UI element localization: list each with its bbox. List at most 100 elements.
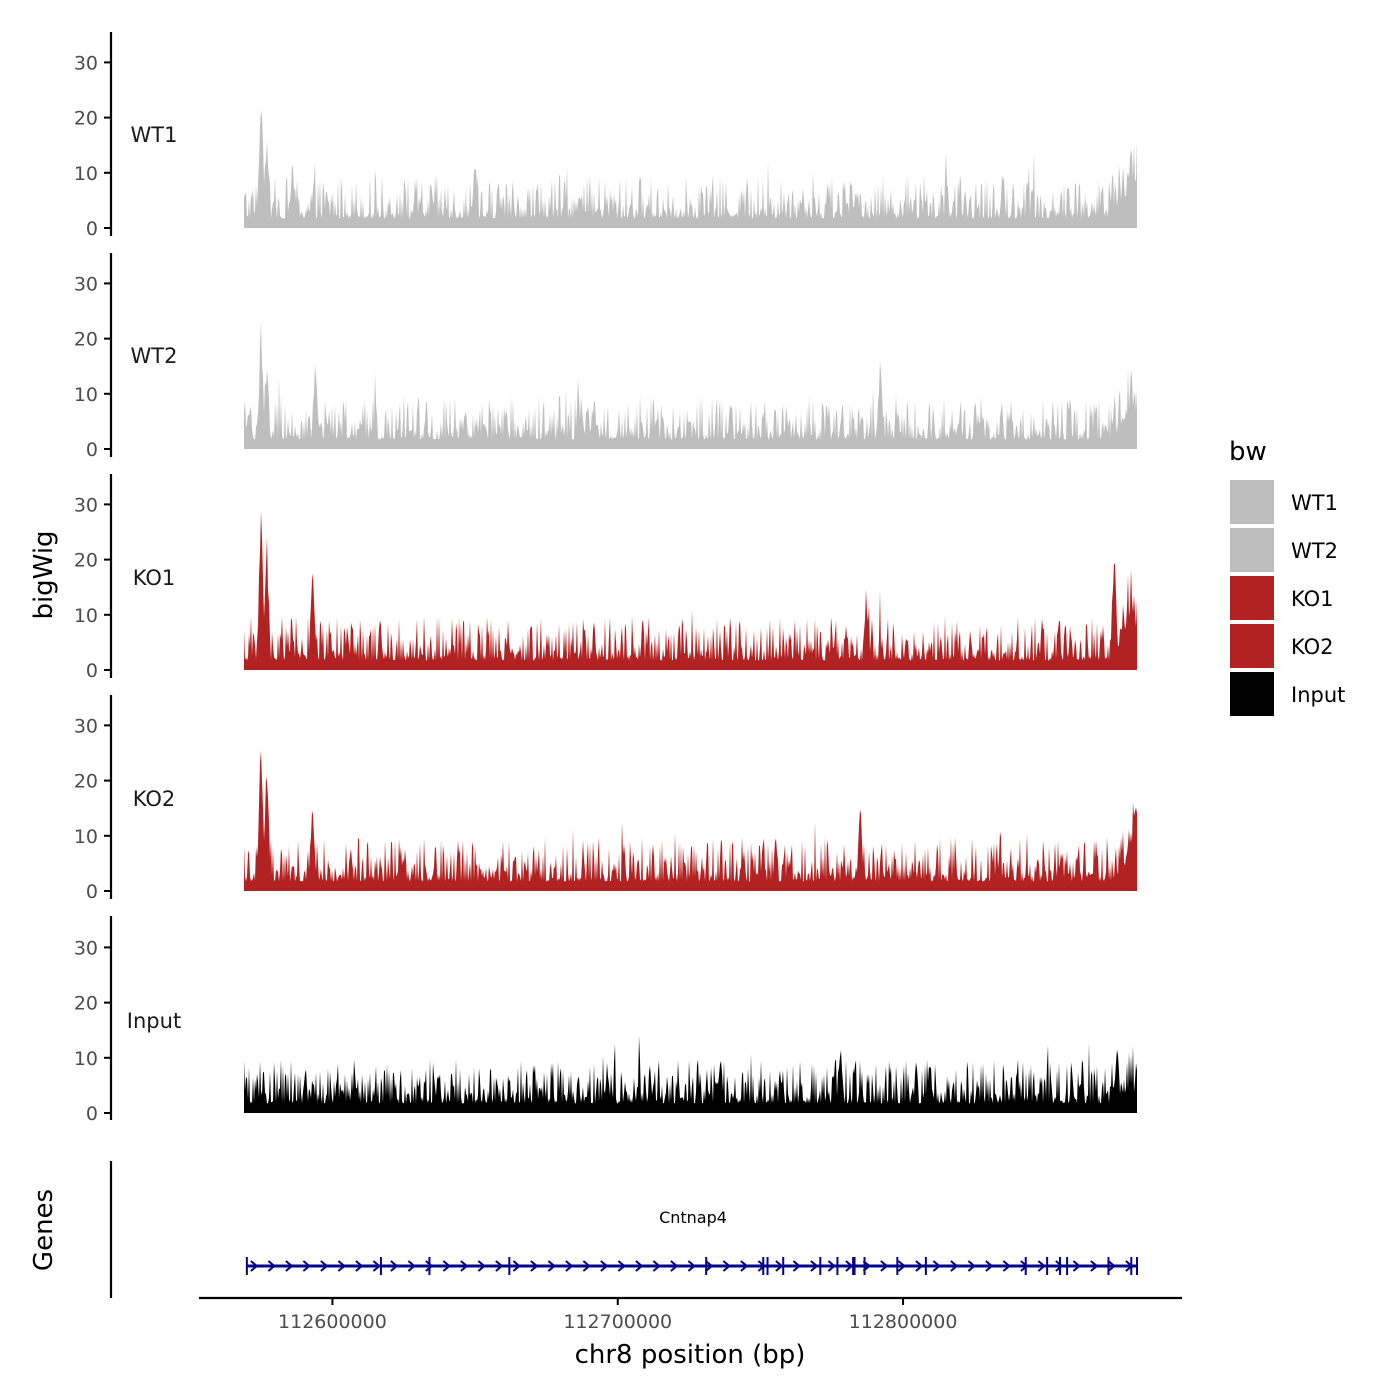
coverage-tracks: 0 10 20 30 WT1 0 10 20 30 WT2 0 10 20 30 KO1 0 10 20 30 KO2… [74, 32, 1137, 1125]
y-tick-label: 30 [74, 715, 98, 737]
strand-arrow [1002, 1260, 1011, 1272]
strand-arrow [880, 1260, 889, 1272]
track-label: KO2 [133, 787, 176, 811]
y-tick-label: 30 [74, 937, 98, 959]
strand-arrow [355, 1260, 364, 1272]
strand-arrow [1055, 1260, 1064, 1272]
strand-arrow [495, 1260, 504, 1272]
strand-arrow [985, 1260, 994, 1272]
coverage-area [244, 510, 1137, 670]
x-tick-label: 112800000 [849, 1311, 958, 1333]
legend-label: Input [1291, 683, 1345, 707]
y-tick-label: 20 [74, 771, 98, 793]
strand-arrow [250, 1260, 259, 1272]
strand-arrow [267, 1260, 276, 1272]
track-wt2: 0 10 20 30 WT2 [74, 253, 1137, 461]
strand-arrow [337, 1260, 346, 1272]
strand-arrow [740, 1260, 749, 1272]
strand-arrow [757, 1260, 766, 1272]
genes-panel: Genes Cntnap4 [29, 1161, 1138, 1298]
legend-label: KO2 [1291, 635, 1334, 659]
coverage-area [244, 1035, 1137, 1113]
legend-swatch [1230, 528, 1274, 572]
strand-arrow [635, 1260, 644, 1272]
y-tick-label: 0 [86, 218, 98, 240]
strand-arrow [1090, 1260, 1099, 1272]
legend-label: WT2 [1291, 539, 1338, 563]
y-tick-label: 20 [74, 329, 98, 351]
strand-arrow [530, 1260, 539, 1272]
strand-arrow [460, 1260, 469, 1272]
strand-arrow [915, 1260, 924, 1272]
track-label: Input [127, 1009, 181, 1033]
strand-arrow [582, 1260, 591, 1272]
strand-arrow [792, 1260, 801, 1272]
strand-arrow [932, 1260, 941, 1272]
legend-swatch [1230, 480, 1274, 524]
legend-swatch [1230, 672, 1274, 716]
strand-arrow [652, 1260, 661, 1272]
y-tick-label: 10 [74, 605, 98, 627]
strand-arrow [722, 1260, 731, 1272]
strand-arrow [600, 1260, 609, 1272]
strand-arrow [950, 1260, 959, 1272]
coverage-area [244, 110, 1137, 228]
strand-arrow [967, 1260, 976, 1272]
strand-arrow [845, 1260, 854, 1272]
coverage-area [244, 321, 1137, 449]
legend-swatch [1230, 576, 1274, 620]
strand-arrow [617, 1260, 626, 1272]
legend-label: KO1 [1291, 587, 1334, 611]
strand-arrow [512, 1260, 521, 1272]
x-axis: chr8 position (bp) 112600000 112700000 112… [199, 1296, 1182, 1370]
y-tick-label: 0 [86, 1103, 98, 1125]
y-tick-label: 20 [74, 993, 98, 1015]
track-ko2: 0 10 20 30 KO2 [74, 695, 1137, 903]
legend-item-wt2: WT2 [1230, 528, 1338, 572]
strand-arrow [547, 1260, 556, 1272]
x-tick-label: 112600000 [278, 1311, 387, 1333]
legend-item-input: Input [1230, 672, 1345, 716]
legend-item-wt1: WT1 [1230, 480, 1338, 524]
y-tick-label: 10 [74, 826, 98, 848]
y-tick-label: 20 [74, 108, 98, 130]
track-label: KO1 [133, 566, 176, 590]
strand-arrow [302, 1260, 311, 1272]
y-tick-label: 10 [74, 163, 98, 185]
legend: bw WT1 WT2 KO1 KO2 Input [1229, 437, 1345, 716]
strand-arrow [285, 1260, 294, 1272]
strand-arrow [1107, 1260, 1116, 1272]
strand-arrow [897, 1260, 906, 1272]
legend-label: WT1 [1291, 491, 1338, 515]
strand-arrow [1020, 1260, 1029, 1272]
coverage-area [244, 750, 1137, 891]
y-tick-label: 0 [86, 439, 98, 461]
strand-arrow [810, 1260, 819, 1272]
strand-arrow [442, 1260, 451, 1272]
gene-cntnap4: Cntnap4 [245, 1208, 1138, 1275]
legend-item-ko1: KO1 [1230, 576, 1334, 620]
strand-arrow [477, 1260, 486, 1272]
strand-arrow [390, 1260, 399, 1272]
y-tick-label: 30 [74, 494, 98, 516]
strand-arrow [687, 1260, 696, 1272]
legend-swatch [1230, 624, 1274, 668]
x-axis-title: chr8 position (bp) [575, 1340, 806, 1370]
gene-label: Cntnap4 [659, 1208, 727, 1227]
strand-arrow [372, 1260, 381, 1272]
strand-arrow [670, 1260, 679, 1272]
y-tick-label: 20 [74, 550, 98, 572]
y-tick-label: 0 [86, 660, 98, 682]
strand-arrow [705, 1260, 714, 1272]
y-tick-label: 10 [74, 1048, 98, 1070]
y-tick-label: 30 [74, 273, 98, 295]
track-input: 0 10 20 30 Input [74, 916, 1137, 1125]
legend-item-ko2: KO2 [1230, 624, 1334, 668]
strand-arrow [1072, 1260, 1081, 1272]
track-wt1: 0 10 20 30 WT1 [74, 32, 1137, 240]
genes-panel-title: Genes [29, 1189, 59, 1271]
strand-arrow [425, 1260, 434, 1272]
y-tick-label: 30 [74, 52, 98, 74]
strand-arrow [1037, 1260, 1046, 1272]
